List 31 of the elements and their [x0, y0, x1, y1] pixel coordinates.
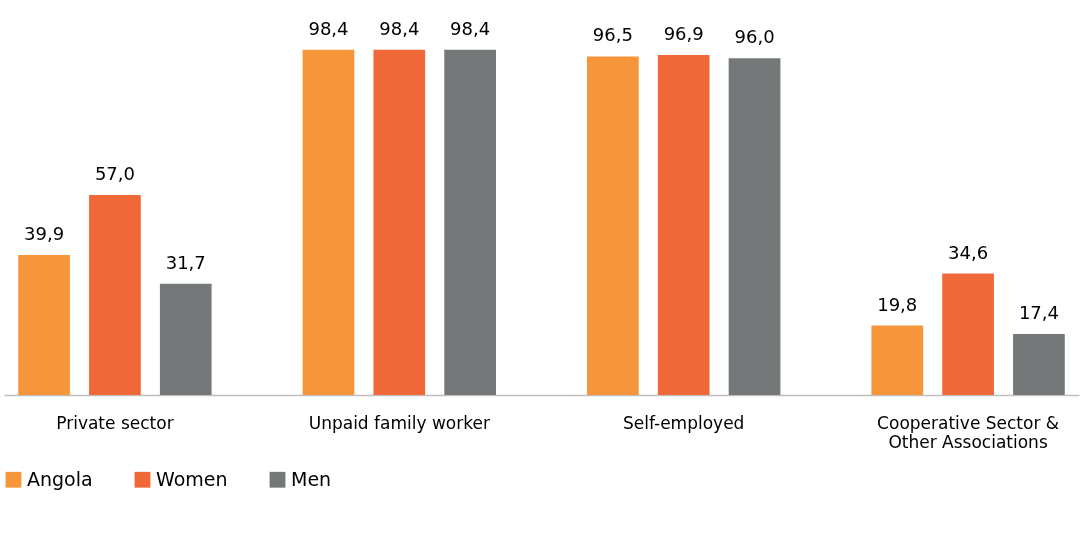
bar — [159, 283, 212, 395]
x-tick-label: Self-employed — [622, 412, 745, 433]
data-label: 96,5 — [592, 24, 633, 46]
legend-label: Angola — [27, 467, 93, 490]
x-tick-label: Cooperative Sector & Other Associations — [877, 412, 1060, 452]
bar — [942, 273, 994, 395]
bar — [1013, 333, 1065, 395]
bar — [587, 56, 639, 395]
legend-label: Women — [156, 467, 228, 490]
data-label: 98,4 — [450, 17, 491, 39]
x-tick-label: Unpaid family worker — [308, 412, 490, 433]
bar — [18, 254, 70, 395]
data-label: 19,8 — [877, 293, 918, 315]
data-label: 31,7 — [165, 251, 206, 273]
data-label: 57,0 — [94, 162, 135, 184]
bar — [302, 49, 355, 395]
data-label: 96,0 — [734, 26, 775, 48]
legend-label: Men — [291, 467, 332, 490]
data-label: 98,4 — [308, 17, 349, 39]
bar — [373, 49, 426, 395]
data-label: 96,9 — [663, 22, 704, 44]
data-label: 17,4 — [1018, 301, 1059, 323]
bar — [657, 54, 710, 395]
data-label: 98,4 — [379, 17, 420, 39]
bar — [871, 325, 924, 395]
data-label: 39,9 — [24, 222, 65, 244]
data-label: 34,6 — [948, 241, 989, 263]
x-tick-label: Private sector — [56, 412, 174, 433]
bar — [444, 49, 496, 395]
bar — [89, 194, 141, 395]
bar — [728, 58, 781, 395]
